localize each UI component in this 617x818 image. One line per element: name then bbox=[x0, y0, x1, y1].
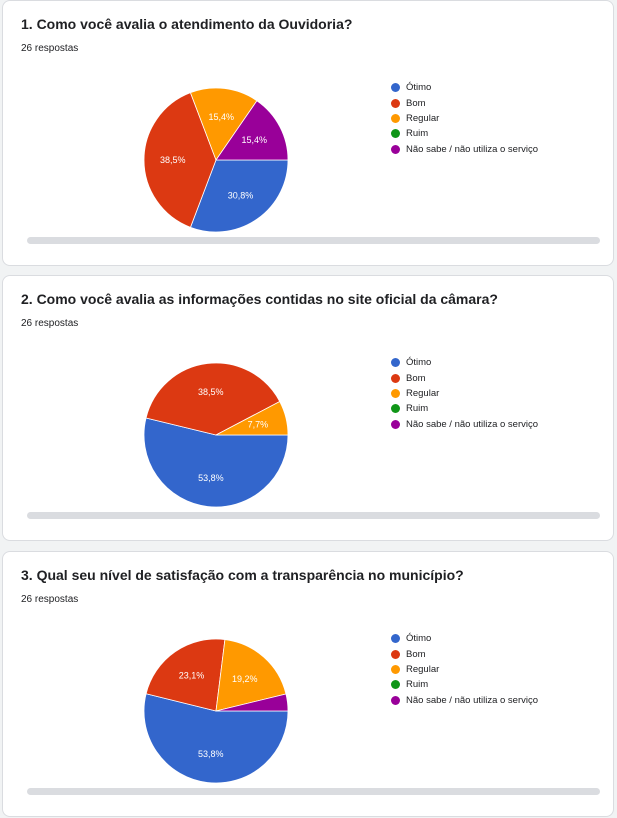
legend-dot-icon bbox=[391, 358, 400, 368]
data-label: 38,5% bbox=[160, 155, 186, 165]
legend-label: Ótimo bbox=[406, 357, 432, 369]
legend-dot-icon bbox=[391, 680, 400, 690]
question-title: 1. Como você avalia o atendimento da Ouv… bbox=[21, 16, 353, 32]
legend-dot-icon bbox=[391, 404, 400, 414]
slice-bom bbox=[143, 92, 217, 228]
slice-regular bbox=[189, 87, 258, 161]
legend-label: Regular bbox=[406, 387, 440, 399]
question-card: 2. Como você avalia as informações conti… bbox=[2, 275, 614, 541]
legend-dot-icon bbox=[391, 649, 400, 659]
data-label: 53,8% bbox=[198, 473, 224, 483]
slice-nao-sabe bbox=[215, 693, 289, 712]
chart-legend: Ótimo Bom Regular Ruim Não sabe / não utiliz… bbox=[391, 631, 538, 708]
legend-item: Bom bbox=[391, 646, 538, 661]
slice-bom bbox=[145, 638, 226, 712]
legend-label: Não sabe / não utiliza o serviço bbox=[406, 694, 539, 706]
legend-dot-icon bbox=[391, 695, 400, 705]
legend-item: Bom bbox=[391, 95, 538, 110]
chart-legend: Ótimo Bom Regular Ruim Não sabe / não utiliz… bbox=[391, 80, 538, 157]
legend-label: Ruim bbox=[406, 128, 429, 140]
data-label: 15,4% bbox=[241, 135, 267, 145]
question-card: 1. Como você avalia o atendimento da Ouv… bbox=[2, 0, 614, 266]
question-title: 2. Como você avalia as informações conti… bbox=[21, 291, 498, 307]
data-label: 30,8% bbox=[228, 191, 254, 201]
legend-dot-icon bbox=[391, 664, 400, 674]
legend-dot-icon bbox=[391, 419, 400, 429]
slice-regular bbox=[215, 639, 287, 712]
legend-dot-icon bbox=[391, 634, 400, 644]
data-label: 38,5% bbox=[198, 387, 224, 397]
slice-bom bbox=[145, 362, 281, 436]
response-count: 26 respostas bbox=[21, 43, 79, 54]
data-label: 23,1% bbox=[179, 670, 205, 680]
legend-label: Não sabe / não utiliza o serviço bbox=[406, 143, 539, 155]
slice-otimo bbox=[143, 693, 289, 784]
legend-dot-icon bbox=[391, 113, 400, 123]
legend-label: Ótimo bbox=[406, 633, 432, 645]
horizontal-scrollbar[interactable] bbox=[27, 788, 600, 795]
legend-item: Ruim bbox=[391, 126, 538, 141]
legend-dot-icon bbox=[391, 144, 400, 154]
legend-label: Ruim bbox=[406, 679, 429, 691]
slice-otimo bbox=[189, 159, 289, 233]
data-label: 7,7% bbox=[248, 420, 269, 430]
legend-item: Ótimo bbox=[391, 355, 538, 370]
slice-nao-sabe bbox=[215, 100, 289, 161]
pie-chart: 30,8% 38,5% 15,4% 15,4% bbox=[143, 87, 289, 233]
legend-item: Não sabe / não utiliza o serviço bbox=[391, 142, 538, 157]
question-card: 3. Qual seu nível de satisfação com a tr… bbox=[2, 551, 614, 817]
horizontal-scrollbar[interactable] bbox=[27, 512, 600, 519]
legend-item: Bom bbox=[391, 370, 538, 385]
slice-otimo bbox=[143, 417, 289, 508]
data-label: 53,8% bbox=[198, 749, 224, 759]
data-label: 19,2% bbox=[232, 674, 258, 684]
legend-dot-icon bbox=[391, 388, 400, 398]
pie-chart: 53,8% 38,5% 7,7% bbox=[143, 362, 289, 508]
legend-item: Ruim bbox=[391, 401, 538, 416]
legend-item: Ruim bbox=[391, 677, 538, 692]
legend-item: Ótimo bbox=[391, 80, 538, 95]
legend-label: Regular bbox=[406, 112, 440, 124]
question-title: 3. Qual seu nível de satisfação com a tr… bbox=[21, 567, 464, 583]
legend-label: Bom bbox=[406, 97, 426, 109]
legend-item: Ótimo bbox=[391, 631, 538, 646]
horizontal-scrollbar[interactable] bbox=[27, 237, 600, 244]
legend-label: Bom bbox=[406, 372, 426, 384]
legend-label: Ótimo bbox=[406, 82, 432, 94]
response-count: 26 respostas bbox=[21, 594, 79, 605]
legend-item: Não sabe / não utiliza o serviço bbox=[391, 417, 538, 432]
legend-dot-icon bbox=[391, 83, 400, 93]
legend-item: Regular bbox=[391, 111, 538, 126]
legend-dot-icon bbox=[391, 129, 400, 139]
legend-dot-icon bbox=[391, 373, 400, 383]
legend-item: Regular bbox=[391, 662, 538, 677]
pie-chart: 53,8% 23,1% 19,2% bbox=[143, 638, 289, 784]
data-label: 15,4% bbox=[208, 112, 234, 122]
response-count: 26 respostas bbox=[21, 318, 79, 329]
legend-item: Não sabe / não utiliza o serviço bbox=[391, 693, 538, 708]
slice-regular bbox=[215, 400, 289, 436]
legend-item: Regular bbox=[391, 386, 538, 401]
legend-label: Não sabe / não utiliza o serviço bbox=[406, 418, 539, 430]
chart-legend: Ótimo Bom Regular Ruim Não sabe / não utiliz… bbox=[391, 355, 538, 432]
legend-label: Ruim bbox=[406, 403, 429, 415]
legend-dot-icon bbox=[391, 98, 400, 108]
legend-label: Regular bbox=[406, 663, 440, 675]
legend-label: Bom bbox=[406, 648, 426, 660]
